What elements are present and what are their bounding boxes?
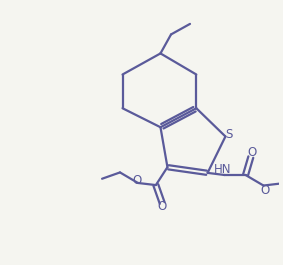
Text: S: S [225,128,232,141]
Text: O: O [260,184,269,197]
Text: O: O [247,146,256,159]
Text: O: O [158,200,167,213]
Text: HN: HN [214,163,231,176]
Text: O: O [132,174,142,187]
